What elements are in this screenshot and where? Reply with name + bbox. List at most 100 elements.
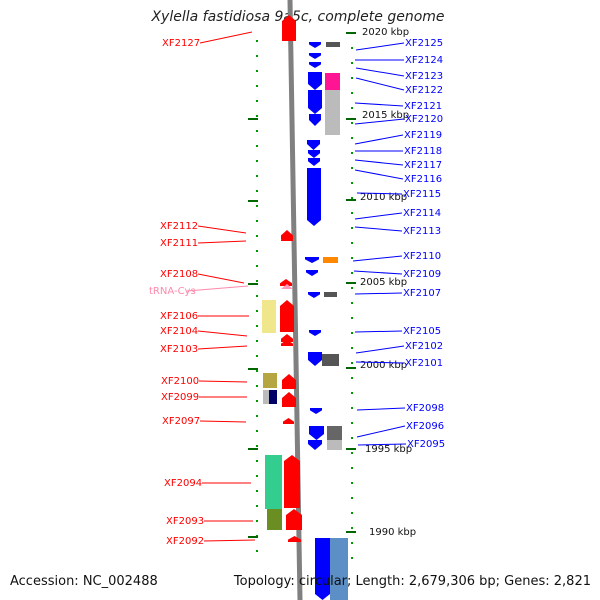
right-gene-label[interactable]: XF2113	[403, 226, 441, 237]
right-gene-label[interactable]: XF2105	[403, 326, 441, 337]
right-gene-label[interactable]: XF2123	[405, 71, 443, 82]
left-gene-label[interactable]: XF2127	[162, 38, 200, 49]
tick-mark	[351, 542, 353, 544]
reverse-gene-arrow	[309, 53, 321, 59]
reverse-gene-arrow	[309, 114, 321, 126]
feature-block	[269, 390, 277, 404]
tick-mark-major	[248, 283, 258, 285]
tick-mark-major	[346, 118, 356, 120]
topology-text: Topology: circular; Length: 2,679,306 bp…	[233, 574, 591, 589]
left-gene-label[interactable]: XF2108	[160, 269, 198, 280]
tick-mark	[351, 167, 353, 169]
left-gene-label[interactable]: XF2103	[160, 344, 198, 355]
right-gene-label[interactable]: XF2098	[406, 403, 444, 414]
feature-block	[265, 455, 282, 509]
right-gene-label[interactable]: XF2116	[404, 174, 442, 185]
tick-mark	[256, 280, 258, 282]
tick-mark	[351, 257, 353, 259]
right-gene-label[interactable]: XF2117	[404, 160, 442, 171]
tick-mark	[351, 467, 353, 469]
trna-feature	[281, 284, 293, 289]
feature-block	[327, 440, 342, 450]
tick-mark	[256, 385, 258, 387]
tick-mark	[351, 122, 353, 124]
right-gene-label[interactable]: XF2109	[403, 269, 441, 280]
reverse-gene-arrow	[308, 72, 322, 90]
left-gene-label[interactable]: XF2099	[161, 392, 199, 403]
tick-mark-major	[248, 448, 258, 450]
right-gene-label[interactable]: XF2095	[407, 439, 445, 450]
feature-block	[326, 42, 340, 47]
left-gene-label[interactable]: XF2111	[160, 238, 198, 249]
left-gene-label[interactable]: XF2097	[162, 416, 200, 427]
tick-mark	[351, 347, 353, 349]
right-leader-line	[355, 42, 405, 51]
tick-mark-major	[346, 531, 356, 533]
right-gene-label[interactable]: XF2119	[404, 130, 442, 141]
scale-label: 2010 kbp	[360, 192, 407, 203]
tick-mark	[351, 407, 353, 409]
right-gene-label[interactable]: XF2096	[406, 421, 444, 432]
left-gene-label[interactable]: XF2112	[160, 221, 198, 232]
feature-block	[322, 354, 339, 366]
scale-label: 1995 kbp	[365, 444, 412, 455]
tick-mark	[256, 445, 258, 447]
left-leader-line	[203, 539, 256, 542]
left-gene-label[interactable]: XF2092	[166, 536, 204, 547]
right-gene-label[interactable]: XF2125	[405, 38, 443, 49]
reverse-gene-arrow	[308, 352, 322, 366]
left-gene-label[interactable]: tRNA-Cys	[149, 286, 196, 297]
tick-mark	[351, 392, 353, 394]
feature-block	[323, 257, 338, 263]
right-leader-line	[355, 361, 405, 364]
tick-mark	[351, 62, 353, 64]
tick-mark	[256, 70, 258, 72]
right-gene-label[interactable]: XF2122	[405, 85, 443, 96]
tick-mark	[351, 452, 353, 454]
scale-label: 1990 kbp	[369, 527, 416, 538]
left-gene-label[interactable]: XF2093	[166, 516, 204, 527]
tick-mark	[256, 340, 258, 342]
tick-mark	[351, 527, 353, 529]
tick-mark	[256, 115, 258, 117]
tick-mark-major	[248, 118, 258, 120]
reverse-gene-arrow	[309, 62, 321, 68]
left-gene-label[interactable]: XF2104	[160, 326, 198, 337]
tick-mark	[351, 152, 353, 154]
tick-mark-major	[248, 368, 258, 370]
tick-mark	[256, 55, 258, 57]
left-gene-label[interactable]: XF2094	[164, 478, 202, 489]
tick-mark	[256, 505, 258, 507]
right-gene-label[interactable]: XF2114	[403, 208, 441, 219]
left-gene-label[interactable]: XF2106	[160, 311, 198, 322]
tick-mark	[256, 85, 258, 87]
feature-block	[327, 426, 342, 440]
right-gene-label[interactable]: XF2107	[403, 288, 441, 299]
right-gene-label[interactable]: XF2102	[405, 341, 443, 352]
right-gene-label[interactable]: XF2121	[404, 101, 442, 112]
forward-gene-arrow	[282, 15, 296, 41]
right-gene-label[interactable]: XF2115	[403, 189, 441, 200]
right-gene-label[interactable]: XF2120	[405, 114, 443, 125]
left-leader-line	[197, 240, 247, 244]
feature-block	[267, 509, 282, 530]
feature-block	[324, 292, 337, 297]
left-gene-label[interactable]: XF2100	[161, 376, 199, 387]
left-leader-line	[186, 285, 249, 292]
right-leader-line	[356, 425, 406, 438]
right-leader-line	[354, 169, 404, 180]
tick-mark	[351, 437, 353, 439]
right-gene-label[interactable]: XF2101	[405, 358, 443, 369]
right-leader-line	[354, 159, 404, 166]
tick-mark	[351, 197, 353, 199]
map-title: Xylella fastidiosa 9a5c, complete genome	[151, 9, 445, 25]
right-gene-label[interactable]: XF2110	[403, 251, 441, 262]
tick-mark	[256, 355, 258, 357]
right-leader-line	[355, 67, 405, 77]
tick-mark	[256, 520, 258, 522]
right-gene-label[interactable]: XF2124	[405, 55, 443, 66]
tick-mark	[351, 512, 353, 514]
right-gene-label[interactable]: XF2118	[404, 146, 442, 157]
forward-gene-arrow	[283, 418, 294, 424]
feature-block	[262, 300, 276, 333]
